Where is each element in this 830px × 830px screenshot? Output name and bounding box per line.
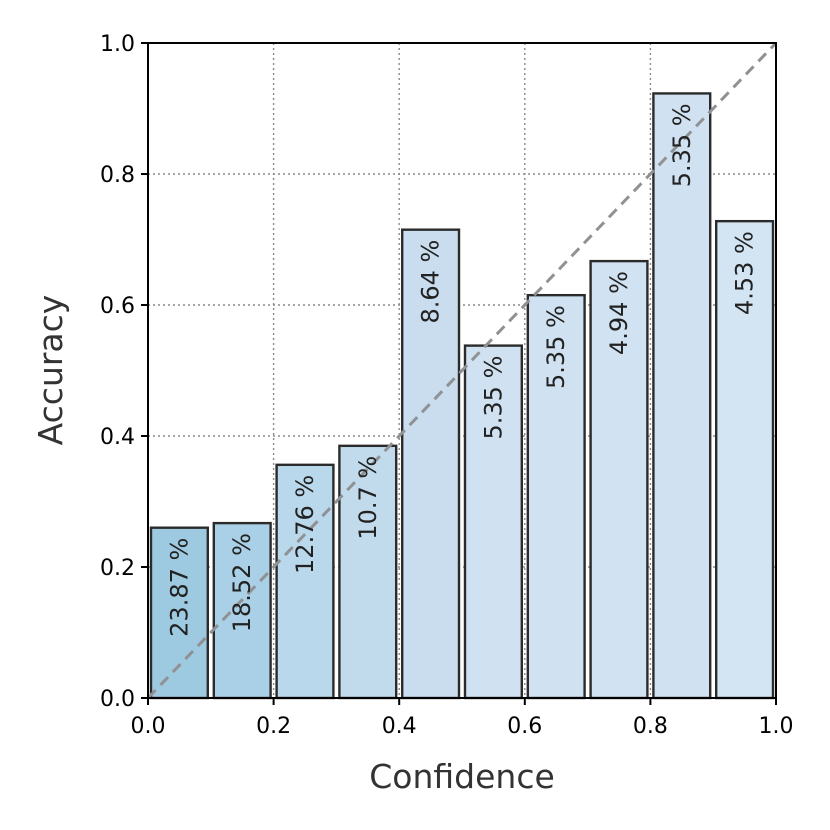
bar-labels: 23.87 % 18.52 % 12.76 % 10.7 % 8.64 % 5.35 % 5… xyxy=(165,103,758,636)
x-tick-label: 0.6 xyxy=(507,714,542,739)
y-axis-ticks: 0.0 0.2 0.4 0.6 0.8 1.0 xyxy=(100,32,148,712)
bar xyxy=(275,463,335,700)
bar-percentage-label: 4.53 % xyxy=(731,231,759,315)
bar-percentage-label: 10.7 % xyxy=(354,456,382,540)
x-tick-label: 0.0 xyxy=(131,714,166,739)
perfect-calibration-line xyxy=(146,41,778,700)
y-axis-label: Accuracy xyxy=(31,295,70,446)
x-axis-ticks: 0.0 0.2 0.4 0.6 0.8 1.0 xyxy=(131,698,794,739)
y-tick-label: 0.4 xyxy=(100,425,135,450)
bar-percentage-label: 5.35 % xyxy=(479,356,507,440)
y-tick-label: 0.0 xyxy=(100,687,135,712)
x-tick-label: 0.8 xyxy=(633,714,668,739)
y-tick-label: 1.0 xyxy=(100,32,135,57)
bar-percentage-label: 8.64 % xyxy=(417,240,445,324)
bar xyxy=(401,228,461,700)
bar-percentage-label: 12.76 % xyxy=(291,475,319,574)
y-tick-label: 0.6 xyxy=(100,294,135,319)
bar-percentage-label: 23.87 % xyxy=(165,538,193,637)
x-axis-label: Confidence xyxy=(369,757,555,796)
bar xyxy=(149,526,209,700)
y-tick-label: 0.8 xyxy=(100,163,135,188)
bar xyxy=(526,293,586,700)
bar-percentage-label: 5.35 % xyxy=(668,103,696,187)
bar xyxy=(463,344,523,700)
bar-percentage-label: 18.52 % xyxy=(228,533,256,632)
bar-percentage-label: 5.35 % xyxy=(542,305,570,389)
y-tick-label: 0.2 xyxy=(100,556,135,581)
bar xyxy=(212,521,272,700)
x-tick-label: 0.2 xyxy=(256,714,291,739)
plot-frame xyxy=(147,42,777,699)
x-tick-label: 1.0 xyxy=(759,714,794,739)
bars xyxy=(149,92,775,700)
x-tick-label: 0.4 xyxy=(382,714,417,739)
bar-percentage-label: 4.94 % xyxy=(605,271,633,355)
